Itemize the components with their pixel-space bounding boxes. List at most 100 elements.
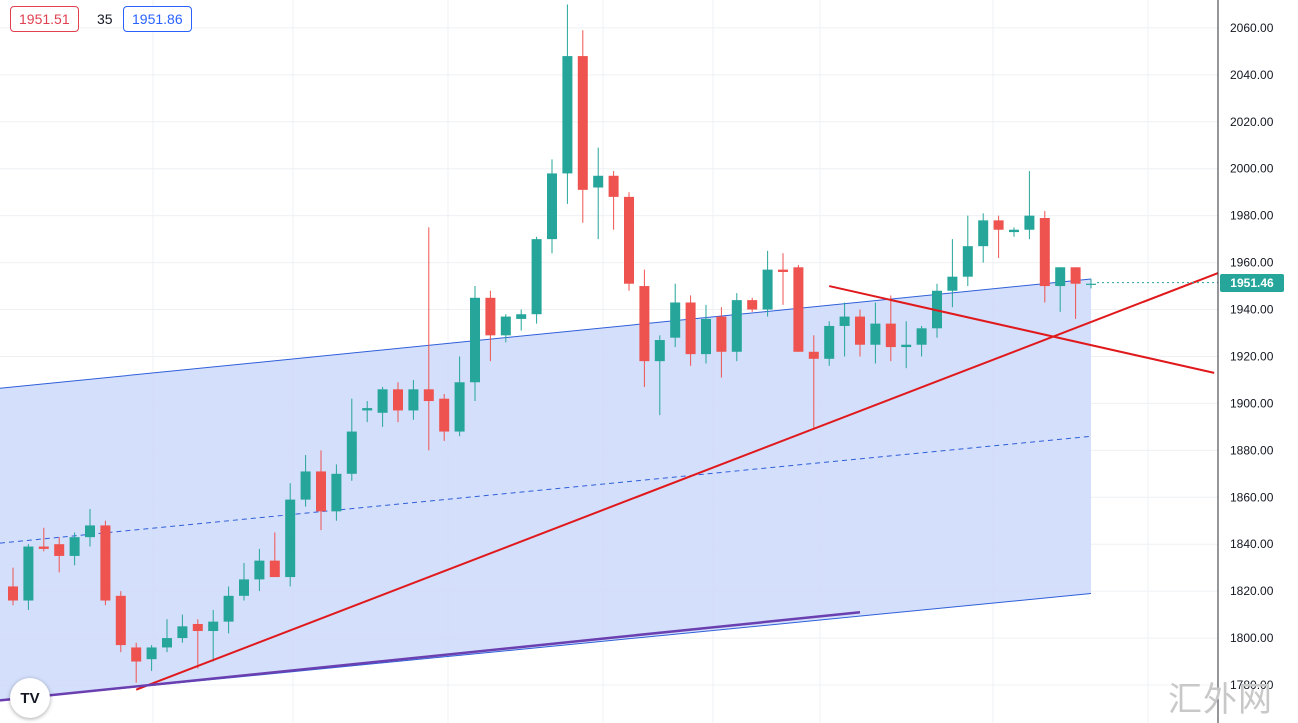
trendline-rising-support	[135, 272, 1219, 691]
candle-body	[177, 626, 188, 639]
support-base-line	[0, 611, 861, 702]
candle-body	[115, 595, 126, 646]
candle	[331, 464, 342, 521]
candle-body	[131, 647, 142, 662]
candle	[485, 290, 496, 362]
candle-body	[300, 471, 311, 500]
last-price-label: 1951.46	[1220, 273, 1284, 292]
candle	[1024, 171, 1035, 240]
candle	[115, 591, 126, 653]
candle	[38, 527, 49, 552]
candle-body	[716, 316, 727, 352]
candle-body	[423, 389, 434, 402]
candle	[516, 309, 527, 331]
candle-body	[8, 586, 18, 601]
candle	[562, 4, 573, 204]
candle-body	[855, 316, 865, 345]
candle-body	[38, 546, 49, 549]
candle-body	[285, 499, 296, 578]
channel-middle-line	[0, 435, 1092, 544]
candle-body	[593, 175, 604, 188]
price-tick-label: 1980.00	[1230, 209, 1274, 223]
candle-body	[162, 638, 172, 648]
ask-price-box[interactable]: 1951.86	[123, 6, 192, 32]
candle-body	[254, 560, 265, 580]
candle-body	[1039, 218, 1050, 287]
candle	[100, 520, 111, 606]
price-tick-label: 1960.00	[1230, 256, 1274, 270]
candle	[500, 314, 511, 343]
candle-body	[978, 220, 989, 247]
price-tick-label: 2000.00	[1230, 162, 1274, 176]
candle	[978, 213, 989, 263]
candle	[423, 227, 434, 451]
candle	[670, 283, 681, 348]
candle	[162, 619, 172, 653]
candle	[901, 321, 912, 369]
bid-price-box[interactable]: 1951.51	[10, 6, 79, 32]
candle-body	[870, 323, 881, 345]
candle	[223, 586, 234, 634]
trendlines	[0, 272, 1219, 702]
candle-body	[408, 389, 419, 411]
candle	[808, 335, 819, 430]
price-tick-label: 1800.00	[1230, 631, 1274, 645]
candle	[470, 286, 480, 402]
candle	[639, 269, 650, 387]
price-tick-label: 1820.00	[1230, 584, 1274, 598]
candle-body	[393, 389, 403, 411]
candle-body	[685, 302, 696, 355]
price-tick-label: 1880.00	[1230, 443, 1274, 457]
price-tick-label: 1860.00	[1230, 490, 1274, 504]
candle-body	[1024, 215, 1035, 230]
candle	[839, 302, 850, 357]
candle	[547, 159, 557, 254]
candle-body	[439, 398, 450, 432]
candle	[608, 171, 619, 230]
candle-body	[762, 269, 773, 310]
candle-body	[670, 302, 681, 338]
candle-body	[516, 314, 527, 319]
tradingview-logo-icon[interactable]: TV	[10, 678, 50, 718]
candle-body	[23, 546, 34, 601]
candle	[192, 619, 203, 669]
candle-body	[1009, 229, 1019, 233]
candle-body	[269, 560, 280, 578]
candle	[824, 321, 835, 366]
candle-body	[192, 623, 203, 632]
candle	[947, 239, 958, 308]
candle	[716, 307, 727, 378]
candle	[778, 253, 788, 305]
candle-body	[577, 56, 588, 190]
candle	[177, 614, 188, 643]
candle-body	[54, 544, 65, 556]
candle	[624, 192, 634, 291]
candle-body	[1070, 267, 1081, 284]
candle-body	[562, 56, 573, 174]
candle	[885, 295, 896, 362]
candle-body	[547, 173, 557, 240]
candle	[239, 562, 249, 601]
price-tick-label: 2060.00	[1230, 21, 1274, 35]
candle-body	[824, 325, 835, 359]
candle	[1009, 227, 1019, 237]
candle	[146, 645, 157, 671]
candle	[916, 325, 927, 357]
candle	[208, 609, 219, 662]
candle	[377, 386, 388, 427]
candle	[993, 215, 1004, 258]
candle-body	[500, 316, 511, 336]
candle-body	[316, 471, 326, 512]
candle-body	[793, 267, 804, 352]
candle-body	[223, 595, 234, 622]
candle-body	[608, 175, 619, 197]
candle	[593, 147, 604, 240]
price-tick-label: 1780.00	[1230, 678, 1274, 692]
watermark: 汇外网	[1168, 680, 1273, 720]
candle-body	[1055, 267, 1066, 287]
candle	[1070, 267, 1081, 319]
trendline-falling-resistance	[828, 285, 1215, 374]
price-tick-label: 1940.00	[1230, 303, 1274, 317]
candle	[131, 642, 142, 683]
